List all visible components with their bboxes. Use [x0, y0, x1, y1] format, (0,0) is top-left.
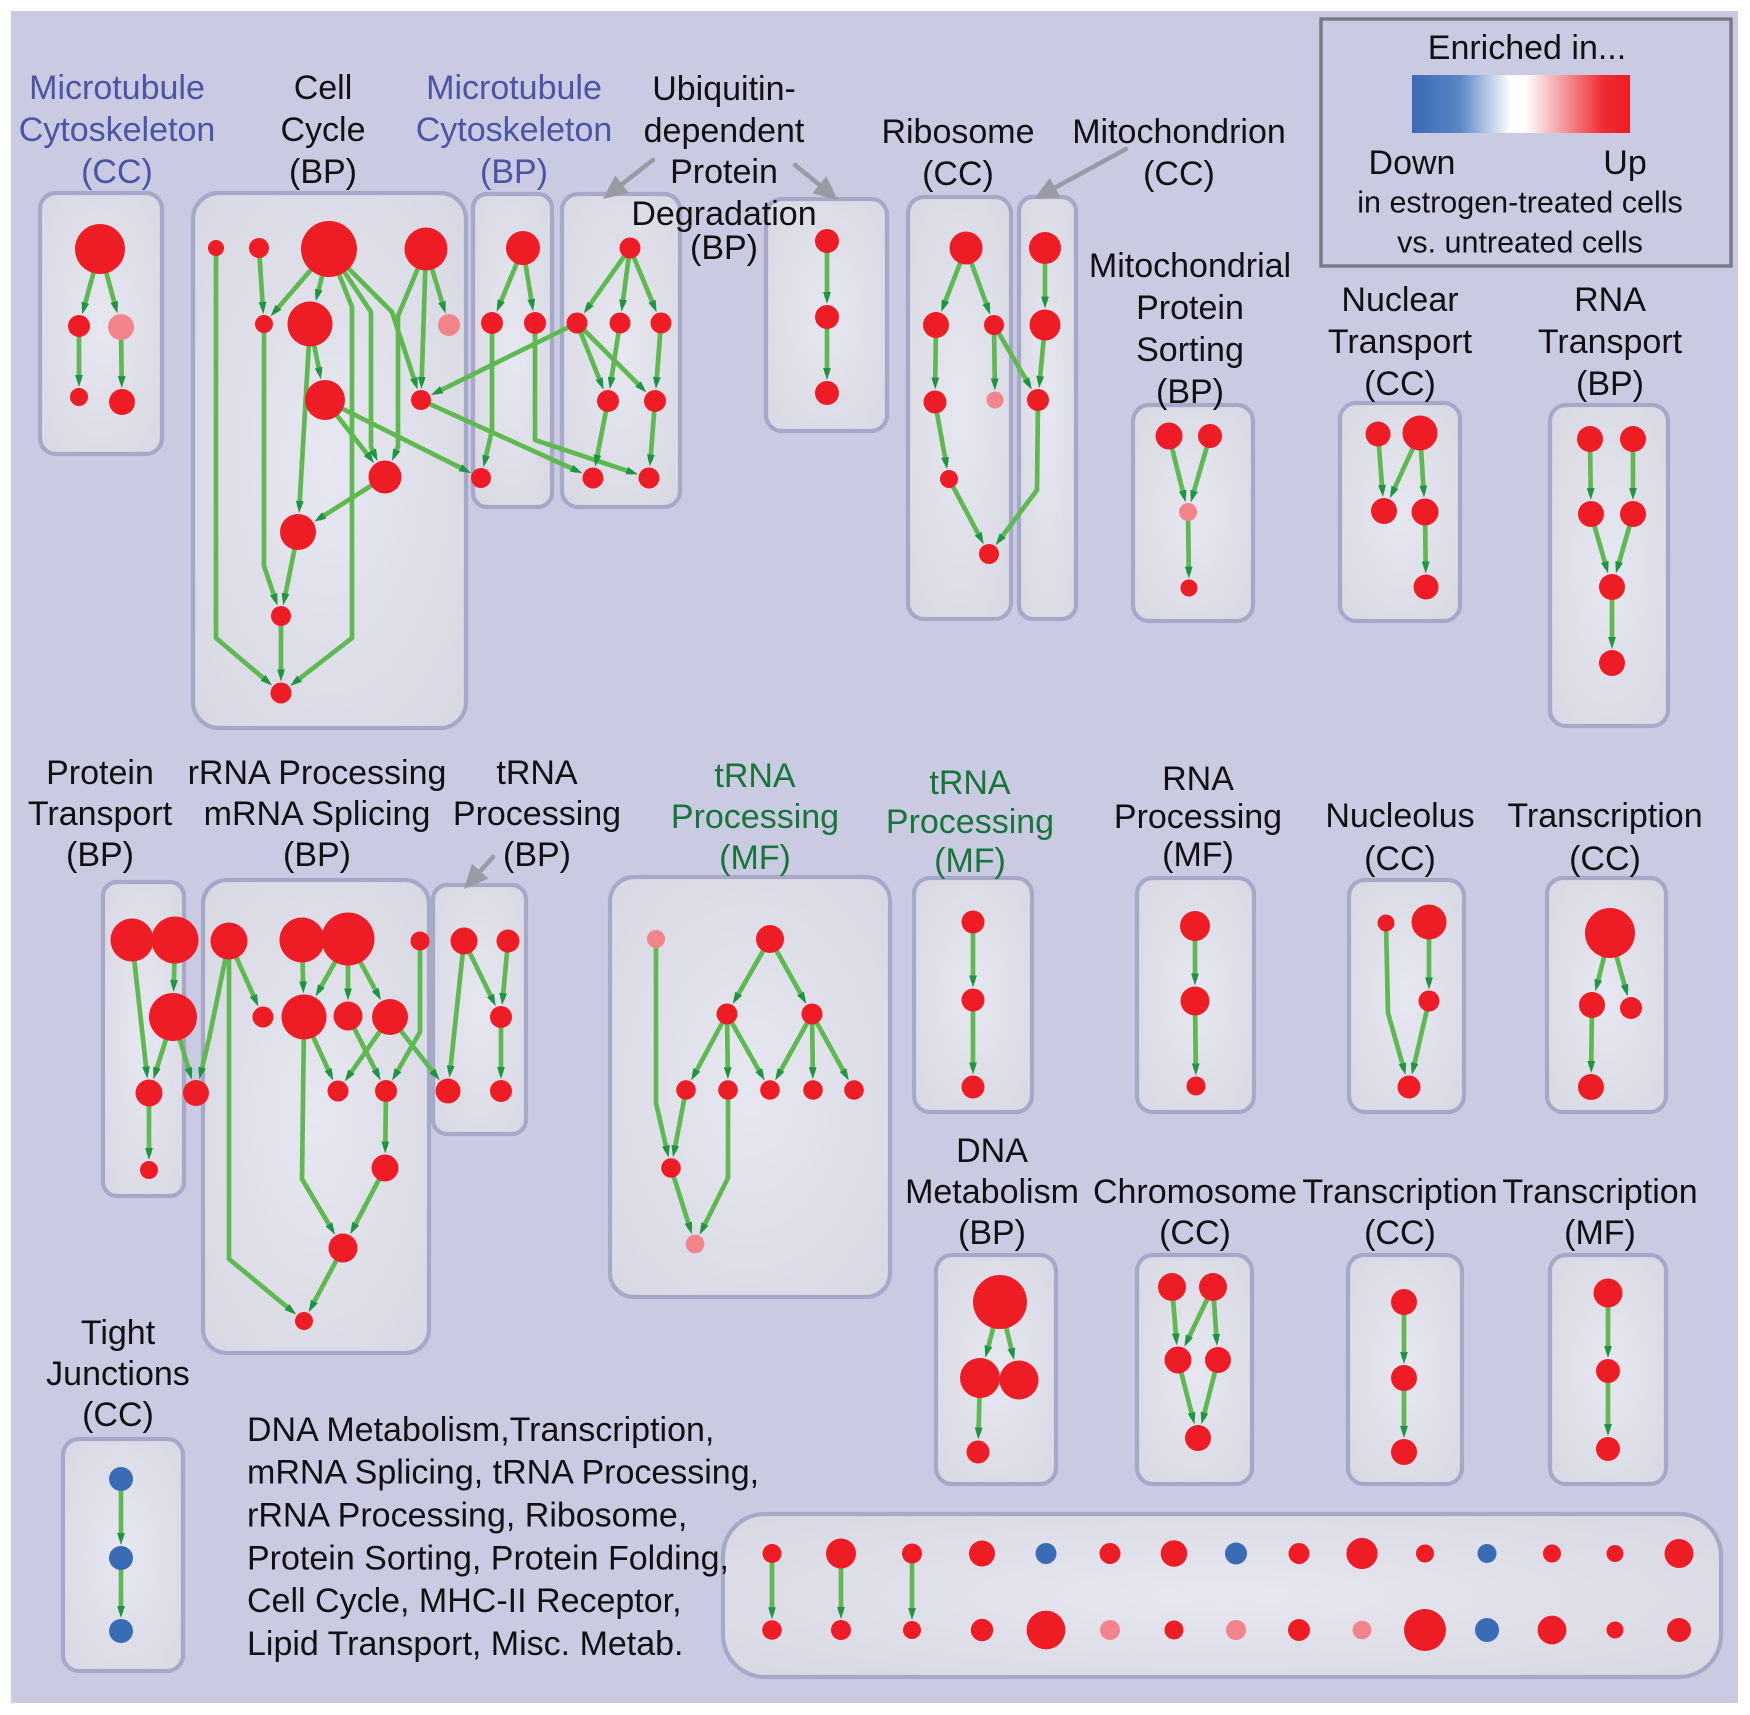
svg-text:(CC): (CC) — [1364, 840, 1436, 878]
svg-text:Processing: Processing — [671, 798, 839, 836]
svg-text:(BP): (BP) — [1156, 373, 1224, 411]
svg-text:(CC): (CC) — [81, 153, 153, 191]
svg-text:RNA: RNA — [1162, 760, 1234, 798]
svg-text:Sorting: Sorting — [1136, 331, 1244, 369]
svg-text:(BP): (BP) — [480, 153, 548, 191]
svg-text:tRNA: tRNA — [714, 757, 796, 795]
svg-text:Microtubule: Microtubule — [426, 69, 602, 107]
svg-text:rRNA Processing: rRNA Processing — [188, 754, 447, 792]
svg-text:(CC): (CC) — [82, 1396, 154, 1434]
svg-text:(CC): (CC) — [1159, 1214, 1231, 1252]
svg-text:Enriched in...: Enriched in... — [1428, 29, 1626, 67]
svg-text:Processing: Processing — [886, 803, 1054, 841]
svg-text:rRNA Processing, Ribosome,: rRNA Processing, Ribosome, — [247, 1497, 687, 1535]
svg-text:Transport: Transport — [1538, 323, 1683, 361]
svg-text:Cell: Cell — [294, 69, 353, 107]
svg-text:Mitochondrial: Mitochondrial — [1089, 247, 1291, 285]
svg-text:Cytoskeleton: Cytoskeleton — [416, 111, 613, 149]
svg-text:Down: Down — [1369, 144, 1456, 182]
svg-text:Protein: Protein — [46, 754, 154, 792]
svg-text:in estrogen-treated cells: in estrogen-treated cells — [1357, 186, 1683, 220]
svg-text:mRNA Splicing: mRNA Splicing — [204, 795, 431, 833]
svg-text:Ubiquitin-: Ubiquitin- — [652, 70, 796, 108]
svg-text:(BP): (BP) — [958, 1214, 1026, 1252]
svg-text:Chromosome: Chromosome — [1093, 1173, 1297, 1211]
svg-text:dependent: dependent — [644, 112, 805, 150]
svg-text:Ribosome: Ribosome — [881, 113, 1034, 151]
svg-text:Up: Up — [1603, 144, 1646, 182]
svg-text:(CC): (CC) — [1364, 1214, 1436, 1252]
svg-text:(BP): (BP) — [289, 153, 357, 191]
svg-text:(MF): (MF) — [1162, 836, 1234, 874]
svg-text:Junctions: Junctions — [46, 1355, 190, 1393]
svg-text:Transcription: Transcription — [1302, 1173, 1497, 1211]
svg-text:Protein Sorting, Protein Foldi: Protein Sorting, Protein Folding, — [247, 1539, 729, 1577]
svg-text:DNA: DNA — [956, 1132, 1028, 1170]
svg-text:Processing: Processing — [1114, 798, 1282, 836]
svg-text:Tight: Tight — [81, 1314, 156, 1352]
svg-text:Protein: Protein — [670, 153, 778, 191]
svg-text:mRNA Splicing, tRNA Processing: mRNA Splicing, tRNA Processing, — [247, 1454, 759, 1492]
svg-text:(BP): (BP) — [283, 836, 351, 874]
svg-text:Mitochondrion: Mitochondrion — [1072, 113, 1286, 151]
svg-text:Lipid Transport, Misc. Metab.: Lipid Transport, Misc. Metab. — [247, 1625, 684, 1663]
svg-text:Processing: Processing — [453, 795, 621, 833]
svg-text:Transcription: Transcription — [1507, 797, 1702, 835]
svg-text:(BP): (BP) — [690, 229, 758, 267]
svg-text:tRNA: tRNA — [496, 754, 578, 792]
svg-text:Cycle: Cycle — [280, 111, 365, 149]
svg-text:Cell Cycle, MHC-II Receptor,: Cell Cycle, MHC-II Receptor, — [247, 1582, 682, 1620]
svg-text:Transcription: Transcription — [1502, 1173, 1697, 1211]
svg-text:(MF): (MF) — [719, 839, 791, 877]
svg-text:(MF): (MF) — [934, 842, 1006, 880]
svg-text:(MF): (MF) — [1564, 1214, 1636, 1252]
svg-text:(BP): (BP) — [1576, 365, 1644, 403]
svg-text:(CC): (CC) — [1569, 840, 1641, 878]
svg-text:Cytoskeleton: Cytoskeleton — [19, 111, 216, 149]
svg-text:Transport: Transport — [28, 795, 173, 833]
svg-text:DNA Metabolism,Transcription,: DNA Metabolism,Transcription, — [247, 1411, 714, 1449]
svg-text:Nucleolus: Nucleolus — [1325, 797, 1474, 835]
svg-text:(CC): (CC) — [1364, 365, 1436, 403]
svg-text:Nuclear: Nuclear — [1341, 281, 1458, 319]
svg-text:(CC): (CC) — [922, 155, 994, 193]
svg-text:(BP): (BP) — [503, 836, 571, 874]
svg-text:(CC): (CC) — [1143, 155, 1215, 193]
svg-text:Metabolism: Metabolism — [905, 1173, 1079, 1211]
svg-text:(BP): (BP) — [66, 836, 134, 874]
svg-text:tRNA: tRNA — [929, 764, 1011, 802]
svg-text:Microtubule: Microtubule — [29, 69, 205, 107]
svg-text:RNA: RNA — [1574, 281, 1646, 319]
svg-text:Transport: Transport — [1328, 323, 1473, 361]
svg-text:Protein: Protein — [1136, 289, 1244, 327]
svg-text:vs. untreated cells: vs. untreated cells — [1397, 226, 1643, 260]
svg-text:Degradation: Degradation — [631, 195, 816, 233]
